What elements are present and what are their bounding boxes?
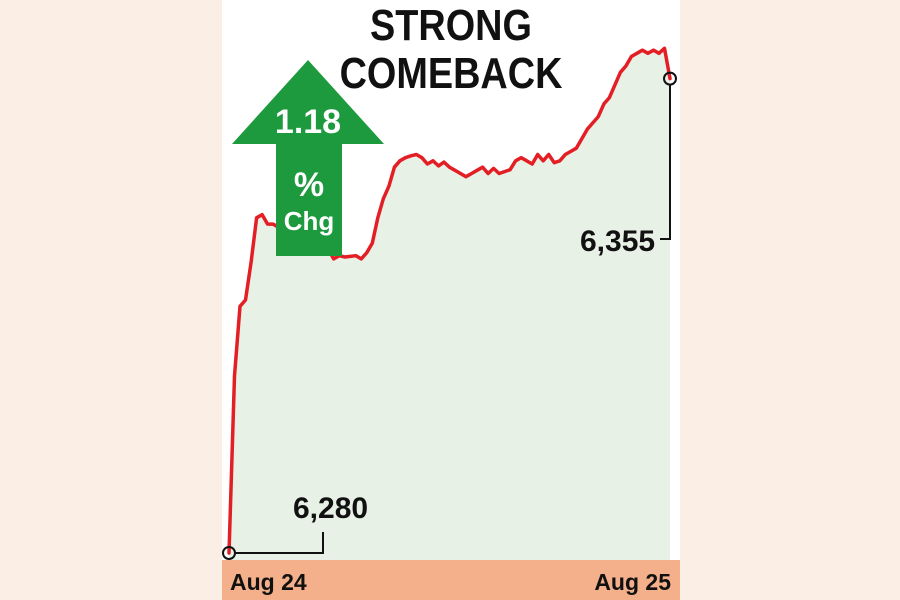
end-value-label: 6,355 (580, 225, 655, 258)
change-arrow: 1.18 % Chg (232, 60, 384, 256)
up-arrow-icon (232, 60, 384, 256)
x-axis-band (222, 560, 680, 600)
area-chart: 6,280 6,355 Aug 24 Aug 25 1.18 % Chg (222, 46, 680, 600)
x-tick-label-end: Aug 25 (594, 569, 671, 595)
series-area (229, 48, 670, 561)
start-value-label: 6,280 (293, 492, 368, 525)
change-value: 1.18 (275, 103, 341, 141)
chart-title: STRONG COMEBACK (339, 1, 563, 98)
start-point-marker (222, 546, 236, 560)
start-value-leader (234, 532, 324, 554)
end-value-leader (660, 84, 671, 240)
chart-panel: 6,280 6,355 Aug 24 Aug 25 1.18 % Chg STR… (222, 0, 680, 600)
change-label: Chg (284, 206, 335, 236)
end-point-marker (663, 71, 677, 86)
change-unit: % (294, 166, 324, 204)
x-tick-label-start: Aug 24 (230, 569, 307, 595)
